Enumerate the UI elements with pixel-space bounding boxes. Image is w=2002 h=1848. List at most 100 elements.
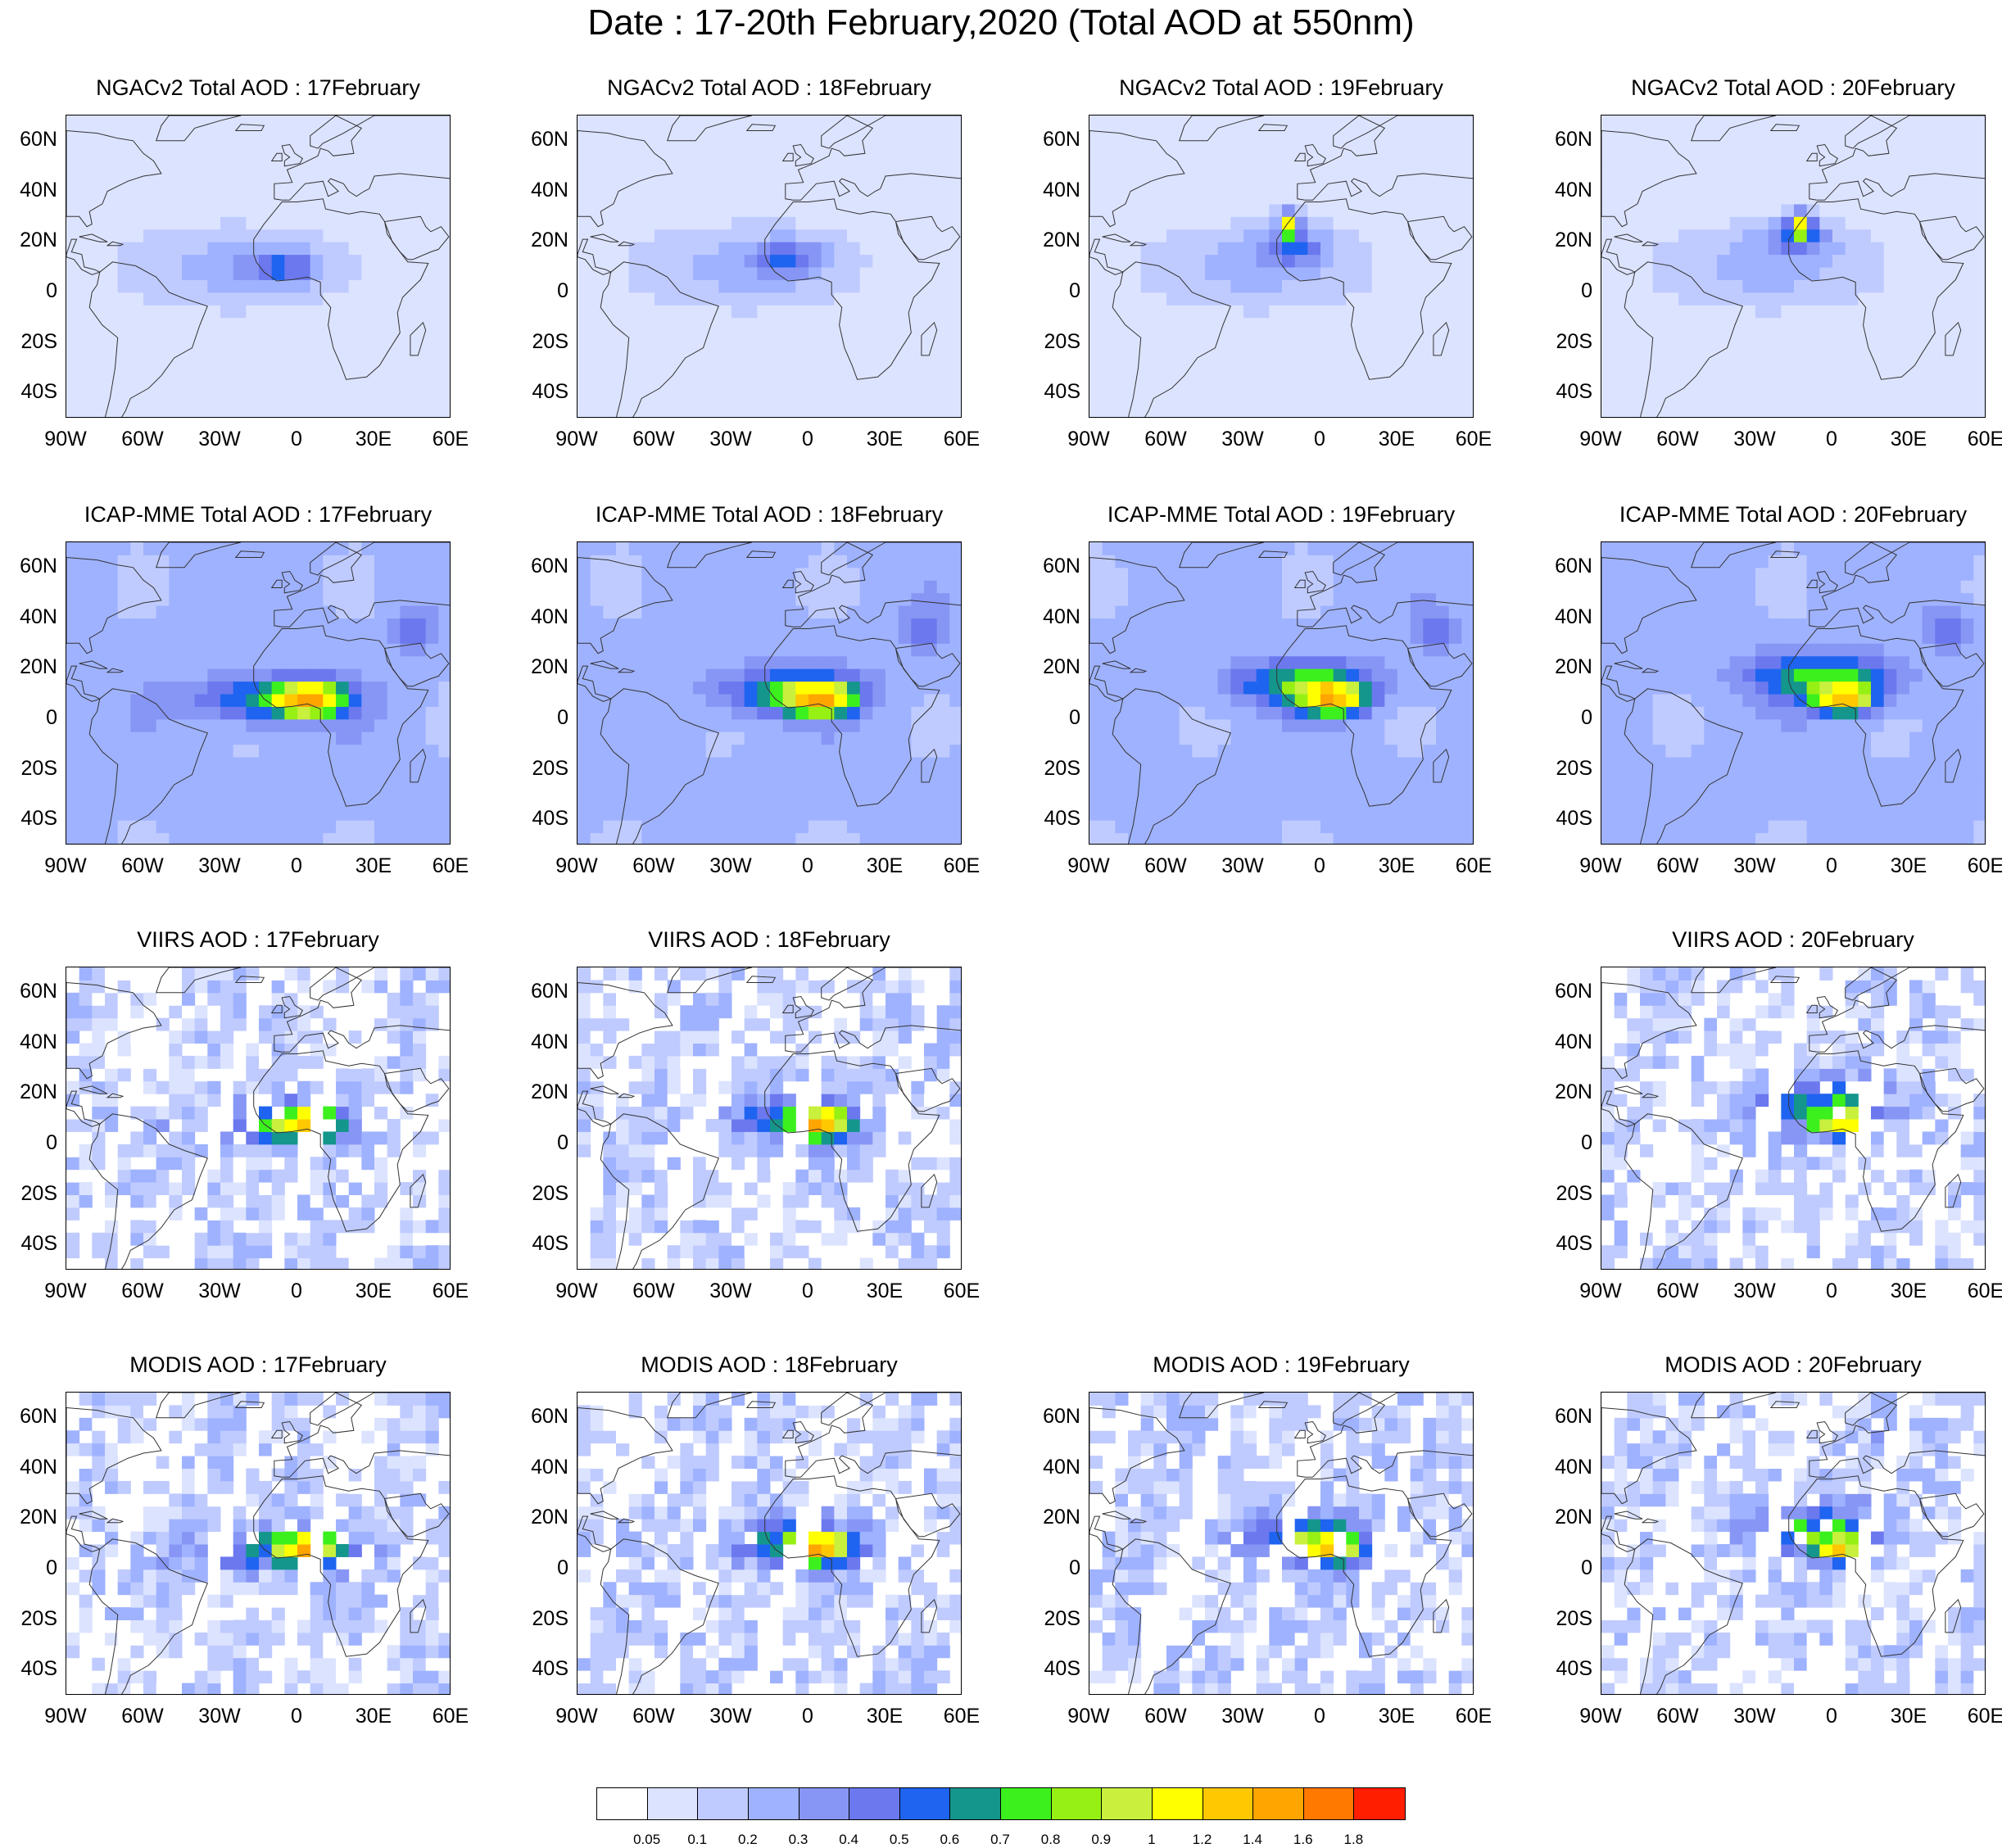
- aod-cell: [438, 808, 451, 821]
- aod-cell: [438, 580, 451, 593]
- aod-cell: [1819, 330, 1832, 343]
- aod-cell: [899, 330, 912, 343]
- aod-cell: [808, 706, 822, 719]
- aod-cell: [66, 179, 79, 192]
- aod-cell: [1717, 267, 1730, 280]
- aod-cell: [1794, 406, 1807, 418]
- aod-cell: [143, 255, 156, 268]
- aod-cell: [578, 682, 591, 695]
- aod-cell: [1205, 318, 1218, 331]
- aod-cell: [911, 192, 924, 205]
- aod-cell: [272, 242, 285, 255]
- aod-cell: [1819, 292, 1832, 306]
- aod-cell: [92, 141, 105, 154]
- aod-cell: [1832, 406, 1846, 418]
- aod-cell: [860, 356, 873, 369]
- aod-cell: [1411, 305, 1424, 318]
- aod-cell: [323, 580, 336, 593]
- aod-cell: [1948, 166, 1961, 179]
- aod-cell: [886, 242, 899, 255]
- aod-cell: [822, 393, 835, 406]
- aod-cell: [387, 555, 401, 568]
- aod-cell: [603, 593, 616, 606]
- aod-cell: [1449, 128, 1462, 141]
- aod-cell: [284, 694, 297, 707]
- aod-cell: [834, 393, 847, 406]
- aod-cell: [1678, 204, 1692, 217]
- aod-cell: [1794, 368, 1807, 381]
- aod-cell: [1141, 153, 1154, 166]
- aod-cell: [1423, 305, 1436, 318]
- aod-cell: [220, 555, 233, 568]
- aod-cell: [899, 356, 912, 369]
- aod-cell: [616, 229, 629, 242]
- aod-cell: [1205, 808, 1218, 821]
- aod-cell: [1678, 305, 1692, 318]
- aod-cell: [1781, 255, 1794, 268]
- aod-cell: [182, 381, 195, 394]
- aod-cell: [220, 242, 233, 255]
- aod-cell: [310, 305, 324, 318]
- aod-cell: [770, 406, 783, 418]
- aod-cell: [233, 318, 247, 331]
- aod-cell: [1372, 343, 1385, 356]
- aod-cell: [949, 706, 962, 719]
- aod-cell: [1089, 580, 1103, 593]
- aod-cell: [323, 820, 336, 833]
- aod-cell: [195, 305, 208, 318]
- aod-cell: [1678, 216, 1692, 229]
- aod-cell: [1128, 706, 1141, 719]
- aod-cell: [79, 568, 93, 581]
- aod-cell: [156, 808, 170, 821]
- aod-cell: [336, 192, 349, 205]
- aod-cell: [323, 555, 336, 568]
- aod-cell: [680, 682, 693, 695]
- aod-cell: [1935, 330, 1948, 343]
- aod-cell: [770, 682, 783, 695]
- aod-cell: [1423, 204, 1436, 217]
- aod-cell: [374, 580, 387, 593]
- aod-cell: [169, 555, 182, 568]
- aod-cell: [272, 368, 285, 381]
- aod-cell: [349, 204, 362, 217]
- aod-cell: [578, 808, 591, 821]
- aod-cell: [1089, 279, 1103, 292]
- aod-cell: [361, 381, 374, 394]
- aod-cell: [822, 568, 835, 581]
- aod-cell: [872, 393, 886, 406]
- aod-cell: [1153, 192, 1166, 205]
- aod-cell: [118, 580, 131, 593]
- aod-cell: [718, 279, 732, 292]
- aod-cell: [745, 745, 758, 758]
- aod-cell: [413, 368, 426, 381]
- aod-cell: [745, 542, 758, 555]
- aod-cell: [374, 745, 387, 758]
- aod-cell: [1346, 393, 1359, 406]
- aod-cell: [822, 406, 835, 418]
- aod-cell: [693, 381, 706, 394]
- aod-cell: [220, 593, 233, 606]
- aod-cell: [259, 292, 272, 306]
- aod-cell: [770, 745, 783, 758]
- aod-cell: [616, 555, 629, 568]
- aod-cell: [718, 593, 732, 606]
- aod-cell: [182, 833, 195, 845]
- aod-cell: [182, 406, 195, 418]
- aod-cell: [1269, 605, 1282, 618]
- aod-cell: [847, 833, 860, 845]
- aod-cell: [629, 406, 642, 418]
- aod-cell: [169, 393, 182, 406]
- aod-cell: [1334, 166, 1347, 179]
- aod-cell: [400, 820, 413, 833]
- aod-cell: [745, 166, 758, 179]
- aod-cell: [1282, 216, 1295, 229]
- aod-cell: [361, 292, 374, 306]
- aod-cell: [654, 593, 668, 606]
- aod-cell: [783, 179, 796, 192]
- aod-cell: [924, 593, 937, 606]
- lon-tick-label: 30W: [1726, 428, 1783, 451]
- aod-cell: [1166, 356, 1180, 369]
- aod-cell: [1935, 318, 1948, 331]
- aod-cell: [1282, 166, 1295, 179]
